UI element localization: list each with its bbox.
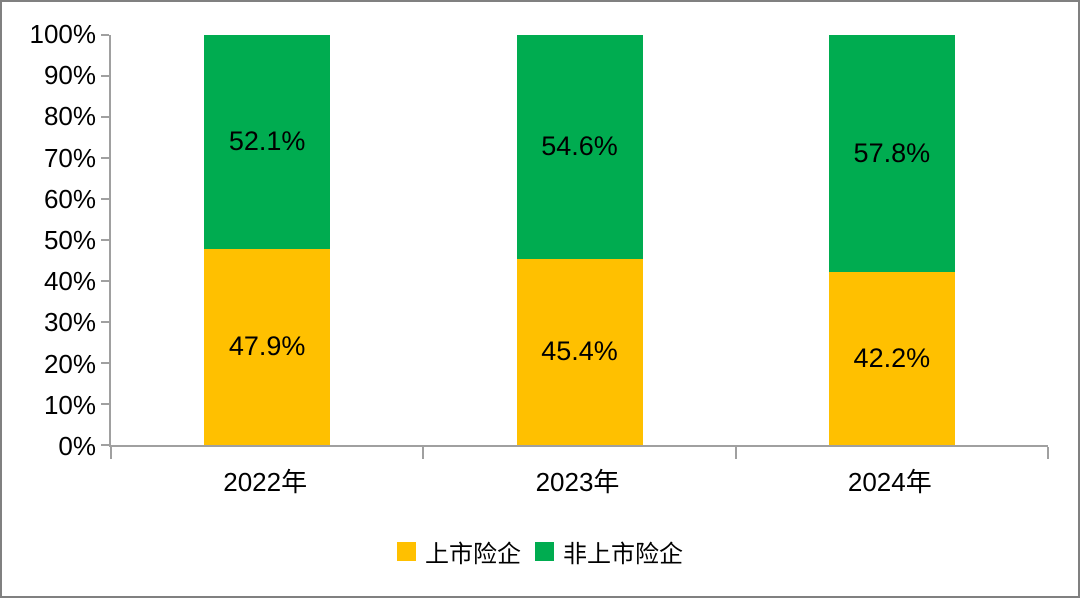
y-axis-tick — [101, 75, 109, 77]
y-axis-tick — [101, 321, 109, 323]
data-label: 52.1% — [228, 126, 306, 157]
x-axis-tick — [734, 447, 737, 459]
legend-swatch-icon — [397, 542, 416, 561]
y-axis-tick-label: 40% — [43, 266, 96, 297]
x-axis-tick — [422, 447, 425, 459]
legend-label: 非上市险企 — [563, 541, 683, 568]
bar-segment: 54.6% — [516, 35, 643, 259]
y-axis-labels: 100% 90% 80% 70% 60% 50% 40% 30% 20% 10% 0% — [2, 19, 97, 461]
x-axis-category-label: 2024年 — [847, 467, 932, 497]
bar-segment: 57.8% — [828, 35, 955, 272]
y-axis-tick-label: 10% — [43, 389, 96, 420]
x-axis-labels: 2022年 2023年 2024年 — [109, 462, 1046, 499]
y-axis-tick-label: 100% — [29, 18, 97, 49]
x-axis-category-label: 2023年 — [535, 467, 620, 497]
y-axis-tick — [101, 239, 109, 241]
x-axis-tick — [110, 447, 112, 459]
data-label: 47.9% — [228, 331, 306, 362]
y-axis-tick-label: 60% — [43, 183, 96, 214]
y-axis-tick-label: 70% — [43, 142, 96, 173]
bar-segment: 42.2% — [828, 271, 955, 445]
y-axis-tick-label: 30% — [43, 307, 96, 338]
y-axis-tick — [101, 34, 109, 36]
legend-item: 非上市险企 — [535, 534, 683, 569]
y-axis-tick-label: 0% — [58, 430, 96, 461]
data-label: 45.4% — [541, 336, 618, 367]
y-axis-tick-label: 80% — [43, 101, 96, 132]
legend-swatch-icon — [535, 542, 554, 561]
y-axis-tick-label: 50% — [43, 224, 96, 255]
data-label: 54.6% — [541, 131, 618, 162]
y-axis-tick-label: 90% — [43, 60, 96, 91]
x-axis-tick — [1047, 447, 1049, 459]
data-label: 42.2% — [853, 342, 931, 373]
legend-item: 上市险企 — [397, 534, 521, 569]
legend-label: 上市险企 — [425, 541, 521, 568]
x-axis-category-label: 2022年 — [223, 467, 308, 497]
bar-segment: 47.9% — [204, 248, 331, 445]
bar-segment: 52.1% — [204, 35, 331, 249]
bar-column: 52.1% 47.9% — [204, 35, 331, 445]
y-axis-tick — [101, 280, 109, 282]
bar-segment: 45.4% — [516, 258, 643, 445]
y-axis-tick — [101, 157, 109, 159]
legend: 上市险企 非上市险企 — [2, 534, 1078, 569]
y-axis-tick — [101, 444, 109, 446]
y-axis-tick — [101, 362, 109, 364]
data-label: 57.8% — [853, 137, 931, 168]
y-axis-tick — [101, 403, 109, 405]
plot-area: 52.1% 47.9% 54.6% 45.4% 57.8% 42.2% — [101, 34, 1049, 459]
y-axis-tick — [101, 116, 109, 118]
y-axis-tick-label: 20% — [43, 348, 96, 379]
bar-column: 54.6% 45.4% — [516, 35, 643, 445]
y-axis-tick — [101, 198, 109, 200]
bar-column: 57.8% 42.2% — [828, 35, 955, 445]
